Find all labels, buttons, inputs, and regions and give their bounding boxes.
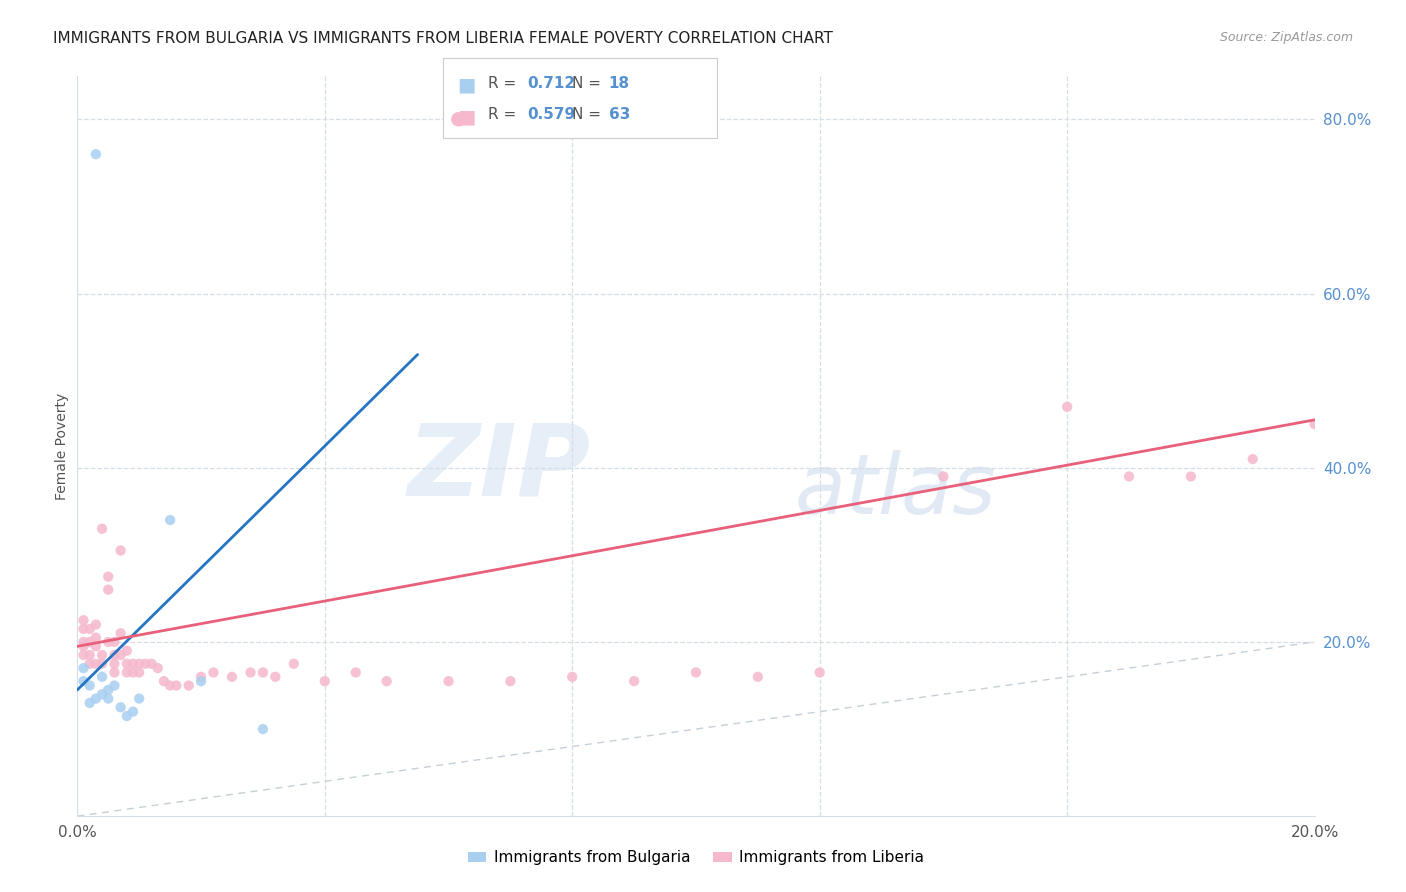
Text: ■: ■: [457, 76, 475, 95]
Point: [97, 569, 120, 583]
Point: [103, 657, 125, 671]
Point: [72, 648, 94, 662]
Point: [115, 643, 138, 657]
Point: [79, 648, 101, 662]
Point: [72, 635, 94, 649]
Point: [103, 679, 125, 693]
Point: [561, 670, 583, 684]
Point: [97, 682, 120, 697]
Point: [165, 679, 187, 693]
Point: [747, 670, 769, 684]
Point: [239, 665, 262, 680]
Point: [72, 661, 94, 675]
Point: [141, 657, 163, 671]
Point: [97, 635, 120, 649]
Point: [97, 582, 120, 597]
Point: [202, 665, 225, 680]
Point: [122, 705, 145, 719]
Text: N =: N =: [572, 76, 606, 91]
Point: [808, 665, 831, 680]
Text: Source: ZipAtlas.com: Source: ZipAtlas.com: [1219, 31, 1353, 45]
Point: [79, 635, 101, 649]
Point: [314, 674, 336, 689]
Point: [128, 691, 150, 706]
Point: [1241, 452, 1264, 467]
Text: IMMIGRANTS FROM BULGARIA VS IMMIGRANTS FROM LIBERIA FEMALE POVERTY CORRELATION C: IMMIGRANTS FROM BULGARIA VS IMMIGRANTS F…: [53, 31, 834, 46]
Point: [72, 640, 94, 654]
Point: [84, 691, 107, 706]
Point: [103, 635, 125, 649]
Point: [72, 613, 94, 627]
Point: [103, 665, 125, 680]
Point: [91, 522, 114, 536]
Point: [1118, 469, 1140, 483]
Point: [97, 691, 120, 706]
Point: [103, 648, 125, 662]
Text: atlas: atlas: [794, 450, 997, 531]
Point: [932, 469, 955, 483]
Point: [110, 700, 132, 714]
Text: ZIP: ZIP: [408, 420, 591, 516]
Point: [264, 670, 287, 684]
Point: [84, 657, 107, 671]
Point: [252, 665, 274, 680]
Point: [84, 617, 107, 632]
Point: [153, 674, 176, 689]
Point: [79, 679, 101, 693]
Legend: Immigrants from Bulgaria, Immigrants from Liberia: Immigrants from Bulgaria, Immigrants fro…: [461, 844, 931, 871]
Point: [190, 674, 212, 689]
Point: [190, 670, 212, 684]
Text: ■: ■: [457, 107, 475, 126]
Text: 63: 63: [609, 107, 630, 122]
Point: [344, 665, 367, 680]
Point: [1056, 400, 1078, 414]
Point: [110, 648, 132, 662]
Point: [128, 657, 150, 671]
Point: [375, 674, 398, 689]
Point: [84, 147, 107, 161]
Point: [134, 657, 156, 671]
Point: [177, 679, 200, 693]
Text: 0.579: 0.579: [527, 107, 575, 122]
Point: [79, 622, 101, 636]
Point: [110, 543, 132, 558]
Point: [72, 622, 94, 636]
Point: [110, 626, 132, 640]
Point: [115, 709, 138, 723]
Text: 0.712: 0.712: [527, 76, 575, 91]
Point: [91, 687, 114, 701]
Point: [1303, 417, 1326, 432]
Text: 18: 18: [609, 76, 630, 91]
Point: [1180, 469, 1202, 483]
Text: ●: ●: [450, 109, 467, 128]
Point: [79, 696, 101, 710]
Text: R =: R =: [488, 107, 522, 122]
Point: [437, 674, 460, 689]
Point: [499, 674, 522, 689]
Point: [159, 679, 181, 693]
Point: [115, 657, 138, 671]
Point: [221, 670, 243, 684]
Point: [128, 665, 150, 680]
Point: [159, 513, 181, 527]
Point: [115, 665, 138, 680]
Point: [122, 657, 145, 671]
Text: N =: N =: [572, 107, 606, 122]
Y-axis label: Female Poverty: Female Poverty: [55, 392, 69, 500]
Point: [79, 657, 101, 671]
Point: [91, 670, 114, 684]
Point: [122, 665, 145, 680]
Point: [283, 657, 305, 671]
Point: [91, 648, 114, 662]
Point: [146, 661, 169, 675]
Point: [91, 657, 114, 671]
Point: [252, 722, 274, 736]
Text: R =: R =: [488, 76, 522, 91]
Point: [84, 640, 107, 654]
Point: [623, 674, 645, 689]
Point: [72, 674, 94, 689]
Point: [685, 665, 707, 680]
Point: [84, 631, 107, 645]
